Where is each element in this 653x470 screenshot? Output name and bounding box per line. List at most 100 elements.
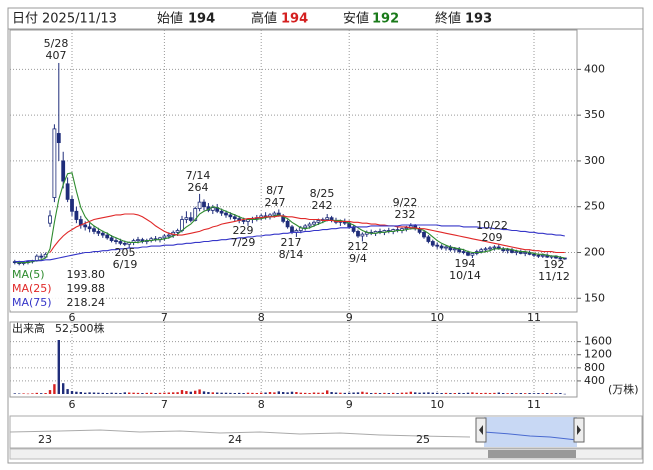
x-tick-label: 10 — [430, 311, 444, 324]
volume-bar — [317, 392, 320, 394]
volume-bar — [264, 392, 267, 394]
volume-bar — [202, 391, 206, 394]
volume-bar — [22, 393, 25, 394]
volume-bar — [546, 393, 549, 394]
volume-bar — [405, 392, 408, 394]
volume-bar — [532, 393, 536, 394]
navigator-range[interactable] — [484, 417, 577, 447]
volume-bar — [541, 393, 544, 394]
volume-bar — [392, 392, 395, 394]
price-panel — [9, 29, 578, 313]
low-label: 安値 — [343, 11, 369, 27]
legend-value: 199.88 — [67, 282, 106, 295]
candle-body — [303, 225, 308, 229]
volume-bar — [189, 391, 192, 394]
volume-bar — [66, 389, 69, 394]
annotation-date: 8/14 — [279, 248, 304, 261]
ma-line — [14, 224, 565, 263]
volume-bar — [528, 393, 531, 394]
volume-bar — [40, 393, 43, 394]
volume-bar — [273, 392, 276, 394]
frame — [7, 7, 644, 464]
y-tick-label: 150 — [584, 291, 605, 304]
legend-name: MA(75) — [12, 296, 52, 309]
x-tick-label: 8 — [258, 398, 265, 411]
annotation-value: 247 — [265, 196, 286, 209]
volume-bar — [57, 340, 60, 394]
volume-bar — [233, 393, 236, 394]
volume-bar — [163, 392, 166, 394]
candle-body — [272, 212, 277, 216]
y-tick-label: 400 — [584, 62, 605, 75]
volume-bar — [365, 392, 368, 394]
legend-value: 218.24 — [67, 296, 106, 309]
volume-bar — [53, 384, 56, 394]
volume-bar — [484, 392, 487, 394]
candle-body — [61, 160, 66, 182]
volume-bar — [286, 392, 289, 394]
candle-body — [48, 215, 52, 224]
volume-bar — [488, 393, 492, 394]
x-tick-label: 11 — [527, 311, 541, 324]
volume-bar — [35, 392, 38, 394]
annotation-date: 10/22 — [476, 219, 508, 232]
candle-body — [325, 217, 330, 220]
volume-bar — [444, 392, 448, 394]
navigator-label: 23 — [38, 433, 52, 446]
volume-bar — [493, 392, 496, 394]
candle-body — [100, 232, 105, 236]
annotation-date: 8/25 — [310, 187, 335, 200]
volume-bar — [18, 393, 21, 395]
scrollbar-thumb[interactable] — [488, 450, 576, 458]
volume-bar — [339, 392, 342, 394]
candle-body — [74, 210, 79, 220]
candle-body — [136, 239, 140, 242]
volume-bar — [97, 392, 100, 394]
y-tick-label: 250 — [584, 200, 605, 213]
y-tick-label: 200 — [584, 245, 605, 258]
volume-bar — [321, 392, 324, 394]
open: 194 — [188, 12, 215, 27]
ma-line — [14, 172, 565, 264]
volume-bar — [75, 391, 78, 394]
volume-bar — [119, 393, 122, 394]
candle-body — [470, 253, 475, 256]
candle-body — [479, 249, 484, 252]
y-tick-label: 1600 — [584, 335, 612, 348]
candle-body — [312, 221, 316, 225]
x-tick-label: 8 — [258, 311, 265, 324]
volume-bar — [537, 393, 540, 394]
volume-bar — [480, 393, 483, 394]
volume-bar — [519, 393, 522, 394]
navigator-range-line — [483, 431, 578, 441]
volume-bar — [277, 391, 280, 394]
navigator-label: 24 — [228, 433, 242, 446]
volume-bar — [563, 393, 566, 395]
x-tick-label: 11 — [527, 398, 541, 411]
volume-bar — [387, 393, 390, 394]
open-label: 始値 — [157, 11, 183, 27]
volume-bar — [449, 393, 452, 394]
candle-body — [492, 246, 497, 249]
volume-bar — [251, 392, 254, 394]
candle-body — [210, 207, 215, 211]
candle-body — [219, 210, 224, 214]
volume-bar — [158, 392, 162, 394]
volume-bar — [422, 392, 426, 394]
scrollbar[interactable] — [9, 448, 643, 460]
annotation-value: 194 — [455, 257, 476, 270]
volume-bar — [268, 392, 272, 394]
volume-bar — [180, 390, 184, 394]
candle-body — [184, 217, 189, 220]
volume-bar — [409, 391, 412, 394]
annotation-value: 212 — [348, 240, 369, 253]
volume-bar — [304, 392, 307, 394]
volume-bar — [308, 393, 311, 394]
volume-bar — [31, 393, 34, 394]
volume-bar — [150, 392, 153, 394]
candle-body — [404, 227, 409, 230]
y-tick-label: 800 — [584, 361, 605, 374]
volume-bar — [414, 392, 417, 394]
candle-body — [118, 241, 123, 244]
candle-body — [109, 237, 114, 241]
